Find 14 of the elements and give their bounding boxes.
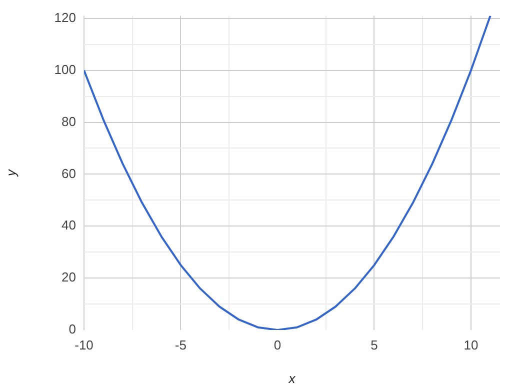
x-tick-label: 0 bbox=[274, 337, 282, 352]
x-tick-label: 5 bbox=[370, 337, 378, 352]
x-axis-title: x bbox=[288, 370, 296, 386]
y-tick-label: 100 bbox=[54, 62, 76, 77]
y-tick-label: 40 bbox=[62, 218, 76, 233]
y-axis-title: y bbox=[3, 168, 18, 178]
x-tick-label: -10 bbox=[74, 337, 94, 352]
x-tick-label: -5 bbox=[174, 337, 187, 352]
y-tick-label: 0 bbox=[68, 322, 76, 337]
y-tick-label: 80 bbox=[62, 114, 76, 129]
x-tick-label: 10 bbox=[464, 337, 478, 352]
y-tick-label: 20 bbox=[62, 270, 76, 285]
y-tick-label: 120 bbox=[54, 10, 76, 25]
y-tick-label: 60 bbox=[62, 166, 76, 181]
